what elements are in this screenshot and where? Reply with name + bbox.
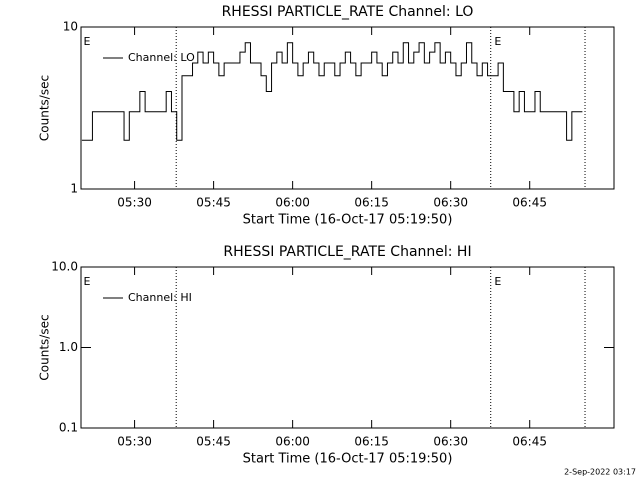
- legend-label: Channel: LO: [128, 51, 195, 64]
- y-tick-label: 1: [70, 182, 78, 196]
- x-tick-label: 06:45: [512, 435, 547, 449]
- event-label: E: [494, 275, 501, 288]
- x-tick-label: 06:30: [433, 435, 468, 449]
- plot-frame: [80, 26, 615, 190]
- event-label: E: [83, 275, 90, 288]
- y-axis-label: Counts/sec: [38, 314, 52, 380]
- x-tick-label: 05:45: [196, 196, 231, 210]
- x-tick-label: 05:30: [117, 196, 152, 210]
- x-axis-label: Start Time (16-Oct-17 05:19:50): [243, 452, 453, 467]
- y-tick-label: 10.0: [51, 260, 78, 274]
- data-line: [81, 42, 583, 141]
- y-tick-label: 0.1: [59, 421, 78, 435]
- y-axis-label: Counts/sec: [38, 75, 52, 141]
- y-tick-label: 1.0: [59, 340, 78, 354]
- x-tick-label: 05:30: [117, 435, 152, 449]
- legend-label: Channel: HI: [128, 291, 192, 304]
- y-tick-label: 10: [63, 20, 78, 34]
- x-tick-label: 05:45: [196, 435, 231, 449]
- chart-title: RHESSI PARTICLE_RATE Channel: LO: [222, 4, 474, 20]
- event-label: E: [494, 35, 501, 48]
- event-label: E: [83, 35, 90, 48]
- x-tick-label: 06:15: [354, 196, 389, 210]
- chart-title: RHESSI PARTICLE_RATE Channel: HI: [223, 244, 471, 260]
- x-tick-label: 06:00: [275, 196, 310, 210]
- footer: 2-Sep-2022 03:17: [564, 468, 636, 477]
- x-tick-label: 06:45: [512, 196, 547, 210]
- x-tick-label: 06:30: [433, 196, 468, 210]
- x-tick-label: 06:15: [354, 435, 389, 449]
- x-tick-label: 06:00: [275, 435, 310, 449]
- x-axis-label: Start Time (16-Oct-17 05:19:50): [243, 213, 453, 228]
